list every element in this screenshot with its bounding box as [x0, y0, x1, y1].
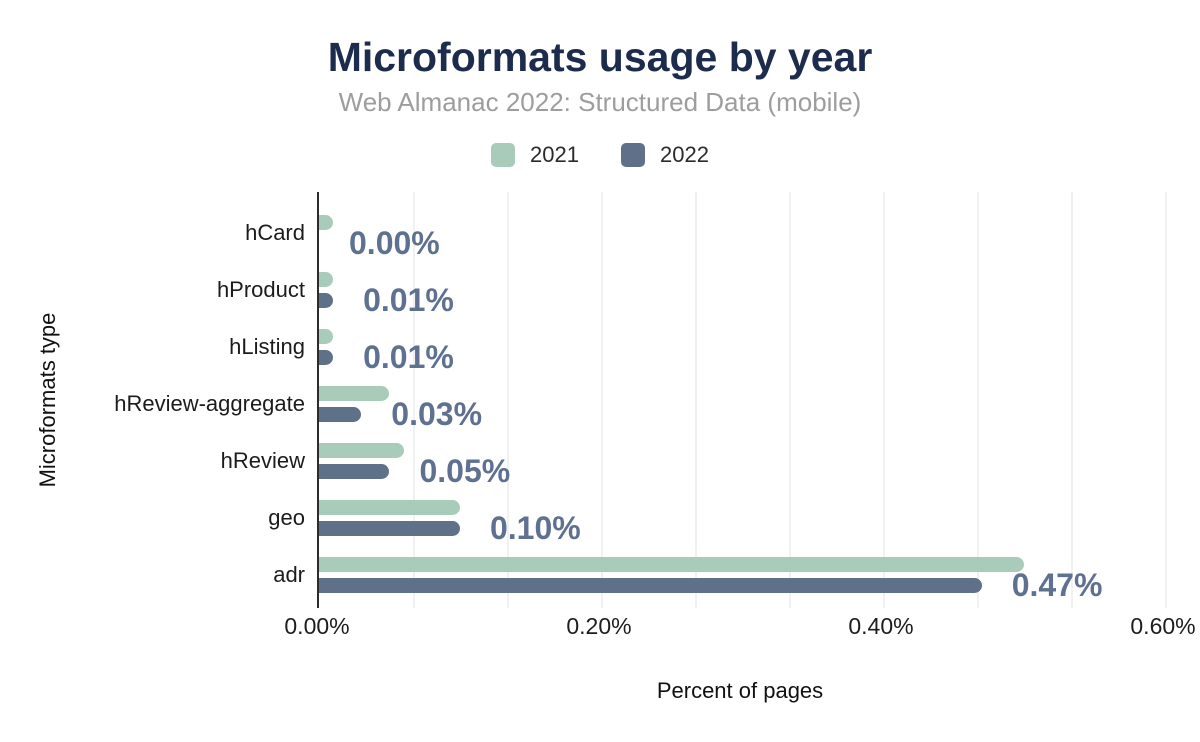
bar-2022 [319, 406, 362, 422]
legend-item-2021: 2021 [491, 142, 579, 168]
bar-2021 [319, 443, 404, 459]
legend: 2021 2022 [0, 142, 1200, 168]
category-row-hReview: hReview 0.05% [221, 433, 1165, 490]
value-label: 0.00% [349, 224, 440, 261]
value-label: 0.01% [363, 338, 454, 375]
plot-area: hCard 0.00% hProduct 0.01% hListing 0.01% hRev… [114, 192, 1167, 608]
gridline [789, 192, 791, 608]
value-label: 0.01% [363, 281, 454, 318]
bar-2022 [319, 521, 460, 537]
category-row-hProduct: hProduct 0.01% [217, 261, 1165, 318]
value-label: 0.10% [489, 510, 581, 547]
gridline [600, 192, 603, 608]
legend-label: 2021 [530, 142, 579, 167]
chart-subtitle: Web Almanac 2022: Structured Data (mobil… [338, 87, 862, 117]
x-tick-label: 0.60% [1130, 613, 1196, 639]
value-label: 0.47% [1011, 567, 1103, 604]
category-label: hProduct [216, 276, 305, 302]
bar-2022 [319, 349, 334, 365]
gridline [507, 192, 509, 608]
gridline [1071, 192, 1073, 608]
bar-2021 [319, 500, 460, 516]
x-tick-label: 0.20% [566, 613, 632, 639]
gridline [413, 192, 415, 608]
bar-2022 [319, 578, 982, 594]
x-axis-title: Percent of pages [656, 678, 824, 703]
gridline [977, 192, 979, 608]
category-label: adr [273, 562, 305, 588]
category-row-geo: geo 0.10% [268, 490, 1165, 547]
bar-2021 [319, 271, 334, 287]
legend-swatch-2022 [621, 143, 645, 167]
value-label: 0.05% [419, 453, 511, 490]
category-row-hCard: hCard 0.00% [245, 204, 1165, 261]
category-row-hReview-aggregate: hReview-aggregate 0.03% [114, 375, 1165, 432]
chart-title: Microformats usage by year [327, 34, 873, 80]
category-label: hReview [220, 448, 305, 474]
bar-2021 [319, 328, 334, 344]
bar-2021 [319, 557, 1024, 573]
category-row-hListing: hListing 0.01% [229, 318, 1165, 375]
bar-2021 [319, 214, 334, 230]
category-label: hReview-aggregate [114, 390, 305, 416]
bar-2021 [319, 385, 390, 401]
category-label: hCard [245, 219, 305, 245]
x-tick-label: 0.00% [284, 613, 350, 639]
legend-item-2022: 2022 [621, 142, 709, 168]
y-axis-title: Microformats type [35, 312, 60, 488]
bar-2022 [319, 292, 334, 308]
bar-2022 [319, 464, 390, 480]
gridline [882, 192, 885, 608]
bar-rows: hCard 0.00% hProduct 0.01% hListing 0.01% hRev… [114, 204, 1165, 604]
category-row-adr: adr 0.47% [273, 547, 1165, 604]
category-label: geo [268, 505, 305, 531]
gridline [1165, 192, 1167, 608]
x-axis-ticks: 0.00% 0.20% 0.40% 0.60% [284, 613, 1195, 643]
category-label: hListing [229, 333, 305, 359]
legend-swatch-2021 [491, 143, 516, 167]
value-label: 0.03% [391, 395, 483, 432]
gridline [695, 192, 697, 608]
x-tick-label: 0.40% [848, 613, 914, 639]
legend-label: 2022 [660, 142, 709, 167]
